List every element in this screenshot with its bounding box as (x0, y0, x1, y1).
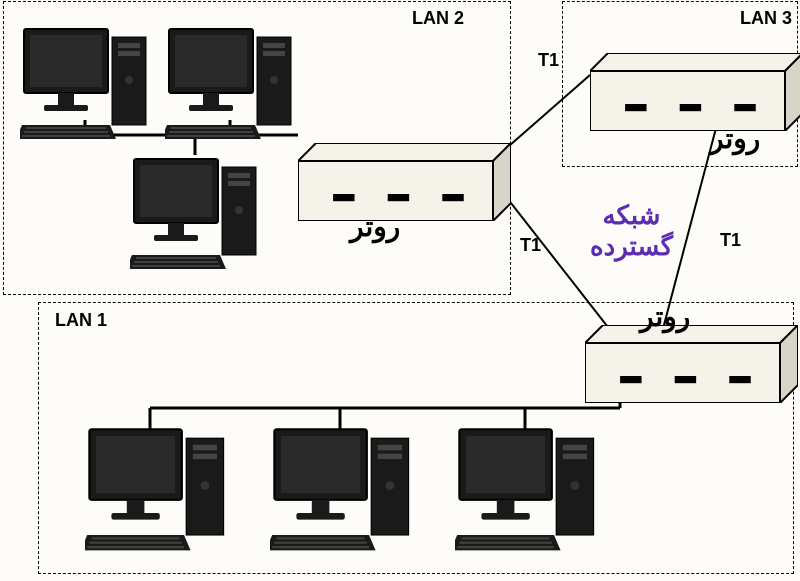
t1-label-c: T1 (720, 230, 741, 251)
wan-line2: گسترده (590, 231, 673, 261)
lan3-label: LAN 3 (740, 8, 792, 29)
lan2-router-label: روتر (350, 210, 400, 243)
t1-label-b: T1 (520, 235, 541, 256)
lan2-label: LAN 2 (412, 8, 464, 29)
lan1-pc2 (270, 425, 413, 557)
lan1-pc1 (85, 425, 228, 557)
wan-line1: شبکه (603, 200, 661, 230)
t1-label-a: T1 (538, 50, 559, 71)
lan2-pc1 (20, 25, 150, 145)
lan3-router (590, 53, 800, 136)
lan3-router-label: روتر (710, 122, 760, 155)
lan1-label: LAN 1 (55, 310, 107, 331)
wan-label: شبکه گسترده (590, 200, 673, 262)
lan1-router-label: روتر (640, 300, 690, 333)
lan2-router (298, 143, 511, 226)
lan2-pc2 (165, 25, 295, 145)
lan2-pc3 (130, 155, 260, 275)
lan1-pc3 (455, 425, 598, 557)
lan1-router (585, 325, 798, 408)
